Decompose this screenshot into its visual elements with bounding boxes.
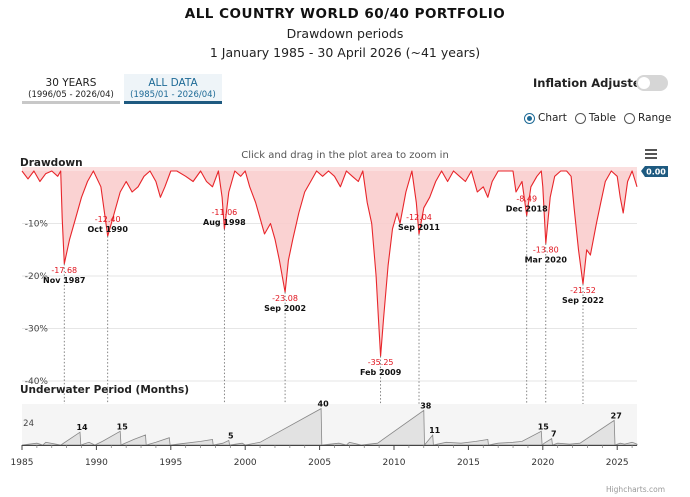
trough-date-label: Sep 2022	[562, 296, 604, 305]
trough-date-label: Sep 2002	[264, 304, 306, 313]
underwater-panel-title: Underwater Period (Months)	[20, 384, 189, 396]
trough-date-label: Dec 2018	[506, 205, 548, 214]
x-tick-label: 2005	[308, 458, 331, 468]
trough-value-label: -11.06	[211, 208, 237, 217]
x-tick-label: 2015	[457, 458, 480, 468]
x-tick-label: 2025	[606, 458, 629, 468]
toggle-knob	[638, 77, 650, 89]
radio-chart[interactable]: Chart	[524, 112, 567, 124]
underwater-peak-label: 14	[76, 423, 88, 432]
menu-icon-bar	[645, 157, 657, 159]
trough-date-label: Mar 2020	[525, 255, 568, 264]
radio-table-dot[interactable]	[574, 112, 586, 124]
y-tick-label: -30%	[25, 325, 49, 335]
menu-icon-bar	[645, 153, 657, 155]
tab-all-data-label: ALL DATA	[148, 77, 198, 89]
radio-chart-dot[interactable]	[524, 112, 535, 124]
trough-value-label: -23.08	[272, 294, 298, 303]
trough-value-label: -8.49	[516, 195, 537, 204]
x-tick-label: 2010	[383, 458, 406, 468]
x-tick-label: 1990	[85, 458, 108, 468]
underwater-peak-label: 7	[551, 430, 557, 439]
chart-title: ALL COUNTRY WORLD 60/40 PORTFOLIO	[184, 6, 506, 22]
chart-period: 1 January 1985 - 30 April 2026 (~41 year…	[209, 45, 481, 60]
radio-table-label: Table	[588, 112, 617, 124]
radio-table[interactable]: Table	[574, 112, 617, 124]
x-tick-label: 1995	[159, 458, 182, 468]
underwater-peak-label: 15	[117, 422, 129, 431]
radio-range-label: Range	[638, 112, 672, 124]
x-tick-label: 1985	[11, 458, 34, 468]
radio-range[interactable]: Range	[624, 112, 671, 124]
chart-subtitle: Drawdown periods	[286, 26, 404, 41]
y-tick-label: 24	[23, 419, 34, 429]
underwater-peak-label: 11	[429, 426, 441, 435]
trough-value-label: -12.40	[95, 215, 121, 224]
underwater-peak-label: 27	[611, 411, 622, 420]
x-tick-label: 2000	[234, 458, 257, 468]
trough-value-label: -21.52	[570, 286, 596, 295]
drawdown-panel-title: Drawdown	[20, 157, 83, 169]
trough-date-label: Nov 1987	[43, 276, 85, 285]
zoom-hint: Click and drag in the plot area to zoom …	[241, 150, 449, 161]
tab-30-years-label: 30 YEARS	[45, 77, 97, 89]
trough-value-label: -12.04	[406, 213, 432, 222]
trough-value-label: -35.25	[368, 358, 394, 367]
current-value-badge: 0.00	[641, 166, 668, 177]
menu-icon-bar	[645, 149, 657, 151]
menu-icon[interactable]	[645, 149, 657, 159]
trough-date-label: Sep 2011	[398, 223, 440, 232]
underwater-peak-label: 38	[420, 401, 432, 410]
tab-30-years-range: (1996/05 - 2026/04)	[28, 90, 114, 100]
underwater-peak-label: 15	[538, 422, 550, 431]
y-tick-label: -40%	[25, 377, 49, 387]
highcharts-credit: Highcharts.com	[606, 485, 665, 494]
trough-value-label: -17.68	[51, 266, 77, 275]
underwater-peak-label: 5	[228, 431, 234, 440]
underwater-area	[21, 407, 638, 447]
tab-all-data-range: (1985/01 - 2026/04)	[130, 90, 216, 100]
radio-chart-label: Chart	[538, 112, 567, 124]
inflation-adjusted-label: Inflation Adjusted:	[533, 76, 654, 90]
trough-value-label: -13.80	[533, 245, 559, 254]
drawdown-area	[22, 171, 637, 357]
x-tick-label: 2020	[531, 458, 554, 468]
tab-30-years[interactable]: 30 YEARS (1996/05 - 2026/04)	[22, 74, 120, 104]
y-tick-label: -10%	[25, 220, 49, 230]
underwater-peak-label: 40	[318, 400, 330, 409]
radio-range-dot[interactable]	[624, 112, 636, 124]
y-tick-label: -20%	[25, 272, 49, 282]
trough-date-label: Feb 2009	[360, 368, 402, 377]
current-value-text: 0.00	[646, 168, 666, 177]
inflation-toggle[interactable]	[636, 75, 668, 91]
drawdown-top-band	[22, 167, 637, 171]
drawdown-series-line	[21, 170, 638, 357]
trough-date-label: Oct 1990	[87, 225, 128, 234]
tab-all-data[interactable]: ALL DATA (1985/01 - 2026/04)	[124, 74, 222, 104]
view-radio-group: Chart Table Range	[524, 112, 671, 124]
trough-date-label: Aug 1998	[203, 218, 246, 227]
